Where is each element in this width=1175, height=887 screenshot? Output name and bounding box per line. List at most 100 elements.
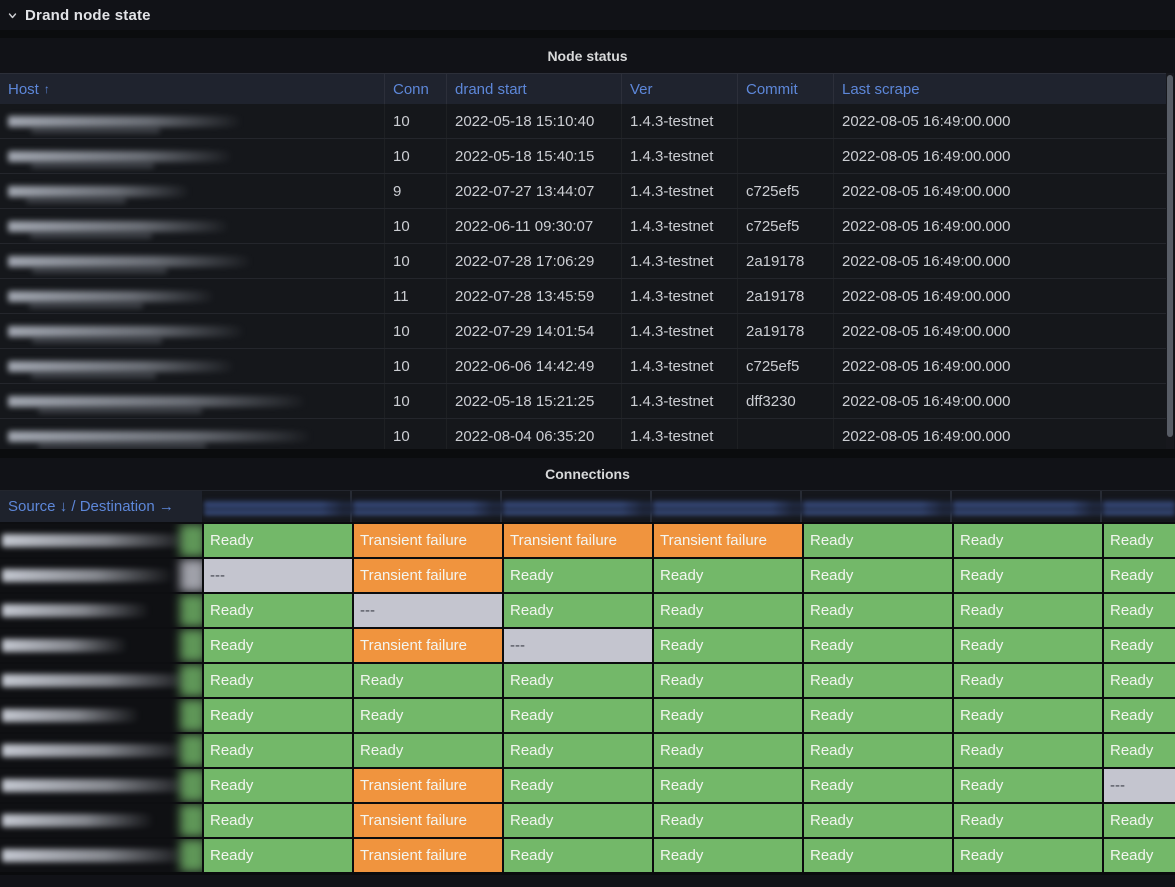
redacted-source-text	[2, 604, 150, 617]
last-scrape-cell: 2022-08-05 16:49:00.000	[842, 322, 1011, 340]
conn-cell: 9	[385, 174, 447, 208]
matrix-row: Ready Transient failure Ready Ready Ready Rea…	[0, 837, 1175, 872]
last-scrape-cell: 2022-08-05 16:49:00.000	[842, 357, 1011, 375]
status-cell-ready: Ready	[1102, 732, 1175, 767]
matrix-row: Ready Ready Ready Ready Ready Ready Ready	[0, 732, 1175, 767]
status-cell-ready: Ready	[1102, 557, 1175, 592]
status-cell-ready: Ready	[952, 767, 1102, 802]
blur-bleed	[180, 699, 202, 732]
host-cell-redacted	[0, 349, 385, 383]
column-header-label: drand start	[455, 80, 527, 98]
column-header-last-scrape[interactable]: Last scrape	[834, 74, 1166, 104]
status-cell-ready: Ready	[352, 697, 502, 732]
ver-cell: 1.4.3-testnet	[622, 419, 738, 449]
status-cell-ready: Ready	[1102, 627, 1175, 662]
status-cell-ready: Ready	[502, 837, 652, 872]
drand-start-cell: 2022-07-27 13:44:07	[447, 174, 622, 208]
redacted-source-text	[2, 534, 192, 547]
last-scrape-cell: 2022-08-05 16:49:00.000	[842, 217, 1011, 235]
commit-cell: 2a19178	[738, 244, 834, 278]
drand-start-cell: 2022-07-29 14:01:54	[447, 314, 622, 348]
status-cell-ready: Ready	[652, 592, 802, 627]
source-destination-header[interactable]: Source ↓ / Destination →	[0, 491, 202, 522]
status-cell-ready: Ready	[1102, 662, 1175, 697]
connections-panel-title[interactable]: Connections	[545, 466, 630, 482]
redacted-source-text	[2, 569, 174, 582]
connections-matrix: Ready Transient failure Transient failure T…	[0, 522, 1175, 875]
last-scrape-cell: 2022-08-05 16:49:00.000	[842, 392, 1011, 410]
status-cell-ready: Ready	[202, 697, 352, 732]
conn-cell: 10	[385, 314, 447, 348]
redacted-source-text	[2, 709, 140, 722]
redacted-source-text	[2, 639, 128, 652]
node-status-panel-title[interactable]: Node status	[547, 47, 628, 64]
column-header-label: Ver	[630, 80, 653, 98]
dashboard-row-toggle[interactable]: Drand node state	[0, 0, 1175, 30]
status-cell-ready: Ready	[802, 592, 952, 627]
status-cell-ready: Ready	[952, 522, 1102, 557]
redacted-host-text	[8, 115, 242, 133]
blur-bleed	[180, 769, 202, 802]
status-cell-ready: Ready	[952, 732, 1102, 767]
host-cell-redacted	[0, 279, 385, 313]
status-cell-ready: Ready	[652, 837, 802, 872]
source-cell-redacted	[0, 557, 202, 592]
conn-cell: 10	[385, 244, 447, 278]
status-cell-ready: Ready	[502, 697, 652, 732]
blur-bleed	[180, 524, 202, 557]
status-cell-ready: Ready	[802, 802, 952, 837]
source-cell-redacted	[0, 662, 202, 697]
status-cell-none: ---	[352, 592, 502, 627]
ver-cell: 1.4.3-testnet	[622, 314, 738, 348]
status-cell-ready: Ready	[652, 662, 802, 697]
vertical-scrollbar-thumb[interactable]	[1167, 75, 1173, 437]
status-cell-ready: Ready	[802, 662, 952, 697]
host-cell-redacted	[0, 104, 385, 138]
status-cell-ready: Ready	[1102, 697, 1175, 732]
chevron-down-icon	[7, 10, 18, 21]
table-row: 11 2022-07-28 13:45:59 1.4.3-testnet 2a1917…	[0, 279, 1166, 314]
blur-bleed	[180, 804, 202, 837]
matrix-row: Ready Transient failure --- Ready Ready Ready…	[0, 627, 1175, 662]
column-header-commit[interactable]: Commit	[738, 74, 834, 104]
status-cell-ready: Ready	[952, 802, 1102, 837]
last-scrape-cell: 2022-08-05 16:49:00.000	[842, 182, 1011, 200]
source-cell-redacted	[0, 767, 202, 802]
drand-start-cell: 2022-05-18 15:21:25	[447, 384, 622, 418]
status-cell-ready: Ready	[502, 802, 652, 837]
conn-cell: 10	[385, 104, 447, 138]
column-header-ver[interactable]: Ver	[622, 74, 738, 104]
source-cell-redacted	[0, 592, 202, 627]
table-row: 9 2022-07-27 13:44:07 1.4.3-testnet c725ef5…	[0, 174, 1166, 209]
status-cell-ready: Ready	[952, 837, 1102, 872]
commit-cell: 2a19178	[738, 314, 834, 348]
table-row: 10 2022-08-04 06:35:20 1.4.3-testnet 2022-0…	[0, 419, 1166, 449]
matrix-row: Ready Transient failure Ready Ready Ready Rea…	[0, 802, 1175, 837]
ver-cell: 1.4.3-testnet	[622, 139, 738, 173]
table-row: 10 2022-05-18 15:21:25 1.4.3-testnet dff323…	[0, 384, 1166, 419]
status-cell-ready: Ready	[352, 662, 502, 697]
status-cell-none: ---	[1102, 767, 1175, 802]
conn-cell: 10	[385, 384, 447, 418]
commit-cell	[738, 419, 834, 449]
ver-cell: 1.4.3-testnet	[622, 244, 738, 278]
blur-bleed	[180, 629, 202, 662]
status-cell-ready: Ready	[202, 522, 352, 557]
source-cell-redacted	[0, 732, 202, 767]
source-cell-redacted	[0, 837, 202, 872]
status-cell-ready: Ready	[202, 732, 352, 767]
status-cell-none: ---	[202, 557, 352, 592]
column-header-conn[interactable]: Conn	[385, 74, 447, 104]
status-cell-ready: Ready	[502, 767, 652, 802]
status-cell-tf: Transient failure	[352, 767, 502, 802]
vertical-scrollbar-track[interactable]	[1166, 73, 1174, 449]
column-header-host[interactable]: Host ↑	[0, 74, 385, 104]
column-header-drand-start[interactable]: drand start	[447, 74, 622, 104]
blur-bleed	[180, 594, 202, 627]
node-status-header-row: Host ↑ Conn drand start Ver Commit Last scrape	[0, 73, 1166, 104]
status-cell-ready: Ready	[952, 697, 1102, 732]
status-cell-ready: Ready	[502, 592, 652, 627]
table-row: 10 2022-07-29 14:01:54 1.4.3-testnet 2a1917…	[0, 314, 1166, 349]
commit-cell: c725ef5	[738, 349, 834, 383]
source-cell-redacted	[0, 522, 202, 557]
